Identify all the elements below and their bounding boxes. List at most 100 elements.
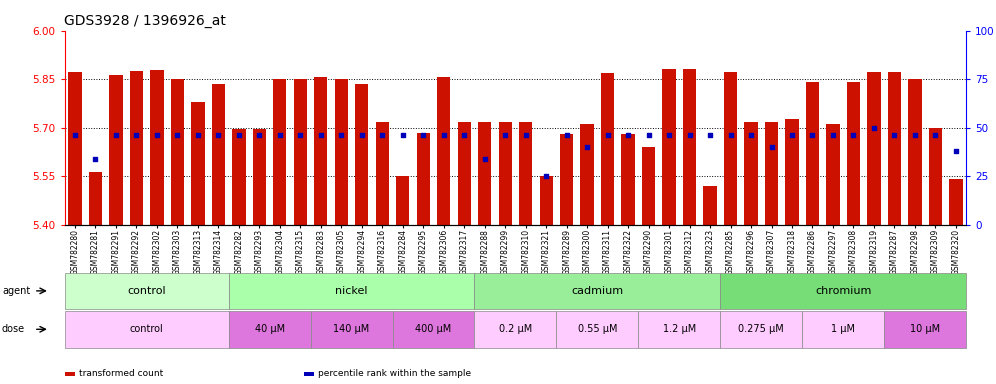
Point — [661, 132, 677, 139]
Point — [169, 132, 185, 139]
Point — [497, 132, 513, 139]
Bar — [683, 69, 696, 225]
Bar — [416, 134, 430, 225]
Text: cadmium: cadmium — [572, 286, 623, 296]
Text: 140 μM: 140 μM — [334, 324, 370, 334]
Point — [88, 156, 104, 162]
Bar — [908, 79, 921, 225]
Point — [518, 132, 534, 139]
Point — [948, 148, 964, 154]
Text: 0.2 μM: 0.2 μM — [499, 324, 532, 334]
Point — [477, 156, 493, 162]
Point — [394, 132, 410, 139]
Text: agent: agent — [2, 286, 30, 296]
Bar — [499, 122, 512, 225]
Point — [907, 132, 923, 139]
Bar — [253, 129, 266, 225]
Point — [210, 132, 226, 139]
Point — [722, 132, 738, 139]
Bar — [212, 84, 225, 225]
Bar — [744, 122, 758, 225]
Bar — [540, 176, 553, 225]
Bar — [724, 72, 737, 225]
Point — [334, 132, 350, 139]
Bar — [581, 124, 594, 225]
Text: nickel: nickel — [336, 286, 368, 296]
Text: 1 μM: 1 μM — [832, 324, 856, 334]
Point — [866, 125, 881, 131]
Bar — [703, 186, 717, 225]
Point — [272, 132, 288, 139]
Bar — [868, 72, 880, 225]
Bar — [622, 134, 634, 225]
Point — [579, 144, 595, 150]
Text: 0.275 μM: 0.275 μM — [738, 324, 784, 334]
Bar — [69, 72, 82, 225]
Bar — [232, 129, 246, 225]
Point — [743, 132, 759, 139]
Point — [108, 132, 124, 139]
Bar — [560, 134, 574, 225]
Bar — [335, 79, 348, 225]
Bar — [314, 77, 328, 225]
Bar — [375, 122, 388, 225]
Bar — [662, 69, 675, 225]
Bar — [396, 176, 409, 225]
Point — [190, 132, 206, 139]
Bar — [949, 179, 962, 225]
Point — [149, 132, 165, 139]
Bar — [642, 147, 655, 225]
Point — [640, 132, 656, 139]
Bar — [847, 82, 861, 225]
Bar — [928, 128, 942, 225]
Text: transformed count: transformed count — [79, 369, 163, 378]
Bar — [887, 72, 901, 225]
Text: GDS3928 / 1396926_at: GDS3928 / 1396926_at — [64, 14, 226, 28]
Text: chromium: chromium — [815, 286, 872, 296]
Point — [825, 132, 841, 139]
Point — [313, 132, 329, 139]
Point — [702, 132, 718, 139]
Bar — [478, 122, 491, 225]
Point — [538, 173, 554, 179]
Point — [621, 132, 636, 139]
Point — [846, 132, 862, 139]
Text: percentile rank within the sample: percentile rank within the sample — [318, 369, 471, 378]
Point — [681, 132, 697, 139]
Bar — [765, 122, 778, 225]
Point — [764, 144, 780, 150]
Point — [436, 132, 452, 139]
Text: control: control — [129, 324, 163, 334]
Point — [456, 132, 472, 139]
Point — [927, 132, 943, 139]
Text: 1.2 μM: 1.2 μM — [662, 324, 696, 334]
Bar — [785, 119, 799, 225]
Bar — [110, 75, 123, 225]
Text: 40 μM: 40 μM — [255, 324, 285, 334]
Point — [886, 132, 902, 139]
Bar — [457, 122, 471, 225]
Bar — [294, 79, 307, 225]
Bar — [129, 71, 143, 225]
Point — [415, 132, 431, 139]
Bar — [437, 77, 450, 225]
Point — [559, 132, 575, 139]
Bar — [170, 79, 184, 225]
Bar — [601, 73, 615, 225]
Bar — [191, 103, 204, 225]
Text: 0.55 μM: 0.55 μM — [578, 324, 618, 334]
Point — [374, 132, 390, 139]
Point — [251, 132, 267, 139]
Bar — [827, 124, 840, 225]
Bar — [89, 172, 103, 225]
Point — [293, 132, 309, 139]
Point — [600, 132, 616, 139]
Point — [354, 132, 370, 139]
Bar — [273, 79, 287, 225]
Bar — [519, 122, 532, 225]
Point — [67, 132, 83, 139]
Point — [805, 132, 821, 139]
Text: 10 μM: 10 μM — [910, 324, 940, 334]
Point — [231, 132, 247, 139]
Point — [128, 132, 144, 139]
